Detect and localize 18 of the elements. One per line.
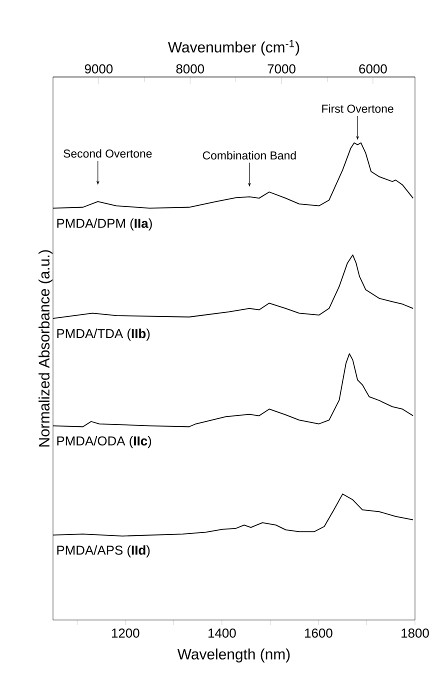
x2-tick-label: 8000 [176,64,204,74]
x-tick-label: 1800 [402,628,429,638]
annotation: First Overtone [322,104,394,113]
x2-tick-label: 7000 [268,64,296,74]
x-axis-title: Wavelength (nm) [177,648,290,662]
series-label: PMDA/TDA (IIb) [57,328,150,341]
x2-tick-label: 6000 [359,64,387,74]
series-label: PMDA/ODA (IIc) [57,436,152,448]
series-label: PMDA/DPM (IIa) [57,218,152,230]
annotation: Second Overtone [64,149,152,158]
x-tick-label: 1200 [112,628,140,638]
annotation: Combination Band [202,151,296,160]
series-label: PMDA/APS (IId) [57,545,150,558]
x2-tick-label: 9000 [84,64,113,74]
x-tick-label: 1400 [208,628,236,638]
x2-axis-title: Wavenumber (cm$^{-1}$) [168,40,300,56]
x-tick-label: 1600 [305,628,332,638]
y-axis-title: Normalized Absorbance (a.u.) [38,250,52,447]
